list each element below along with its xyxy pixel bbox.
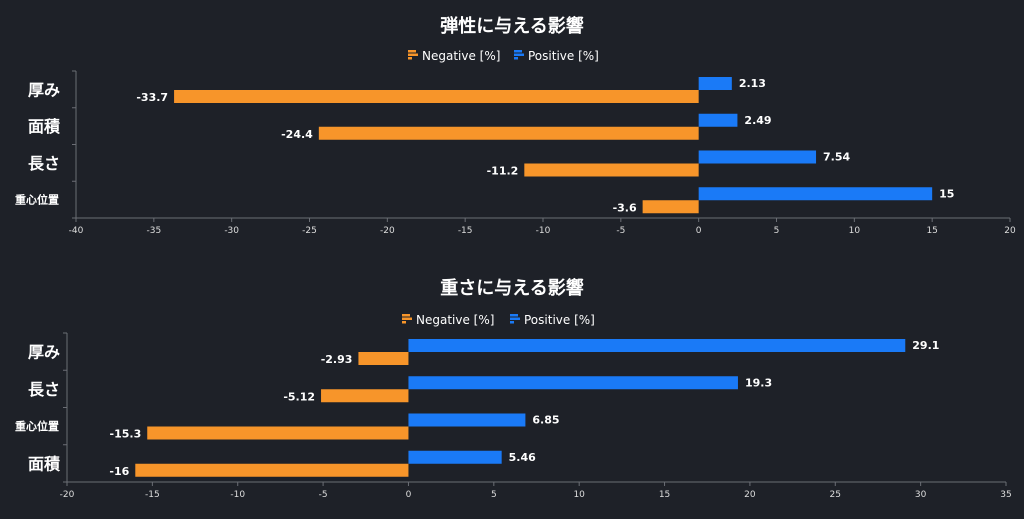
legend-item-positive: Positive [%]: [514, 49, 599, 63]
data-label-positive: 29.1: [912, 339, 939, 352]
chart-title: 弾性に与える影響: [440, 15, 583, 37]
x-tick-label: -5: [616, 226, 625, 236]
category-label: 面積: [28, 454, 61, 473]
chart-1: 弾性に与える影響 Negative [%] Positive [%] -40 -35 -3…: [15, 15, 1016, 236]
x-tick-label: 10: [849, 226, 861, 236]
x-tick-label: 25: [830, 490, 841, 500]
category-label: 重心位置: [15, 193, 59, 207]
bar-negative: [174, 90, 699, 103]
x-tick-label: -30: [224, 226, 239, 236]
data-label-negative: -24.4: [281, 128, 313, 141]
legend-swatch-icon: [510, 317, 520, 320]
category-label: 重心位置: [15, 419, 59, 433]
legend-item-positive: Positive [%]: [510, 313, 595, 327]
legend-label: Positive [%]: [528, 49, 599, 63]
legend-swatch-icon: [402, 317, 412, 320]
x-tick-label: 0: [406, 490, 412, 500]
category-label: 厚み: [28, 343, 60, 362]
x-tick-label: -20: [60, 490, 75, 500]
legend-item-negative: Negative [%]: [408, 49, 500, 63]
data-label-negative: -15.3: [110, 428, 142, 441]
bar-negative: [524, 163, 699, 177]
bar-negative: [358, 352, 409, 365]
bar-positive: [698, 187, 933, 201]
x-tick-label: 0: [696, 226, 702, 236]
legend-swatch-icon: [514, 53, 524, 56]
legend-swatch-icon: [408, 57, 412, 60]
x-tick-label: 5: [774, 226, 780, 236]
bar-negative: [318, 126, 699, 140]
legend-label: Negative [%]: [416, 313, 494, 327]
data-label-negative: -2.93: [321, 353, 353, 366]
bar-negative: [135, 463, 409, 477]
legend-swatch-icon: [402, 314, 410, 317]
legend-swatch-icon: [408, 50, 416, 53]
x-tick-label: -5: [319, 490, 328, 500]
x-tick-label: -15: [145, 490, 160, 500]
bar-negative: [642, 200, 699, 214]
data-label-negative: -3.6: [613, 201, 637, 214]
x-tick-label: 20: [744, 490, 756, 500]
x-tick-label: 35: [1000, 490, 1011, 500]
data-label-positive: 7.54: [823, 151, 850, 164]
legend-swatch-icon: [402, 321, 406, 324]
legend-swatch-icon: [510, 314, 518, 317]
bar-positive: [408, 450, 502, 464]
data-label-negative: -16: [109, 465, 129, 478]
chart-2: 重さに与える影響 Negative [%] Positive [%] -20 -15 -1…: [15, 277, 1012, 500]
bar-positive: [698, 113, 738, 127]
x-tick-label: -40: [69, 226, 84, 236]
x-tick-label: 30: [915, 490, 927, 500]
legend-swatch-icon: [514, 57, 518, 60]
x-tick-label: -10: [230, 490, 245, 500]
x-tick-label: 5: [491, 490, 497, 500]
data-label-positive: 2.13: [739, 77, 766, 90]
x-tick-label: -20: [380, 226, 395, 236]
category-label: 長さ: [28, 154, 60, 173]
legend-label: Positive [%]: [524, 313, 595, 327]
x-tick-label: 15: [659, 490, 670, 500]
x-tick-label: -15: [458, 226, 473, 236]
bar-negative: [321, 389, 409, 403]
bar-negative: [147, 426, 409, 440]
legend-swatch-icon: [514, 50, 522, 53]
x-tick-label: 15: [926, 226, 937, 236]
bar-positive: [408, 339, 906, 352]
legend-item-negative: Negative [%]: [402, 313, 494, 327]
bar-positive: [408, 376, 738, 390]
data-label-positive: 6.85: [532, 414, 559, 427]
x-tick-label: 20: [1004, 226, 1016, 236]
category-label: 厚み: [28, 80, 60, 99]
legend-label: Negative [%]: [422, 49, 500, 63]
legend-swatch-icon: [408, 53, 418, 56]
x-tick-label: -10: [536, 226, 551, 236]
chart-title: 重さに与える影響: [440, 277, 583, 299]
x-tick-label: 10: [573, 490, 585, 500]
data-label-negative: -11.2: [487, 165, 519, 178]
bar-positive: [698, 77, 732, 90]
data-label-positive: 2.49: [744, 114, 771, 127]
category-label: 面積: [28, 117, 61, 136]
bar-positive: [698, 150, 817, 164]
data-label-negative: -5.12: [283, 390, 315, 403]
bar-positive: [408, 413, 526, 427]
category-label: 長さ: [28, 380, 60, 399]
data-label-positive: 5.46: [509, 451, 536, 464]
data-label-negative: -33.7: [136, 91, 168, 104]
x-tick-label: -25: [302, 226, 317, 236]
data-label-positive: 19.3: [745, 376, 772, 389]
x-tick-label: -35: [146, 226, 161, 236]
legend-swatch-icon: [510, 321, 514, 324]
data-label-positive: 15: [939, 187, 954, 200]
